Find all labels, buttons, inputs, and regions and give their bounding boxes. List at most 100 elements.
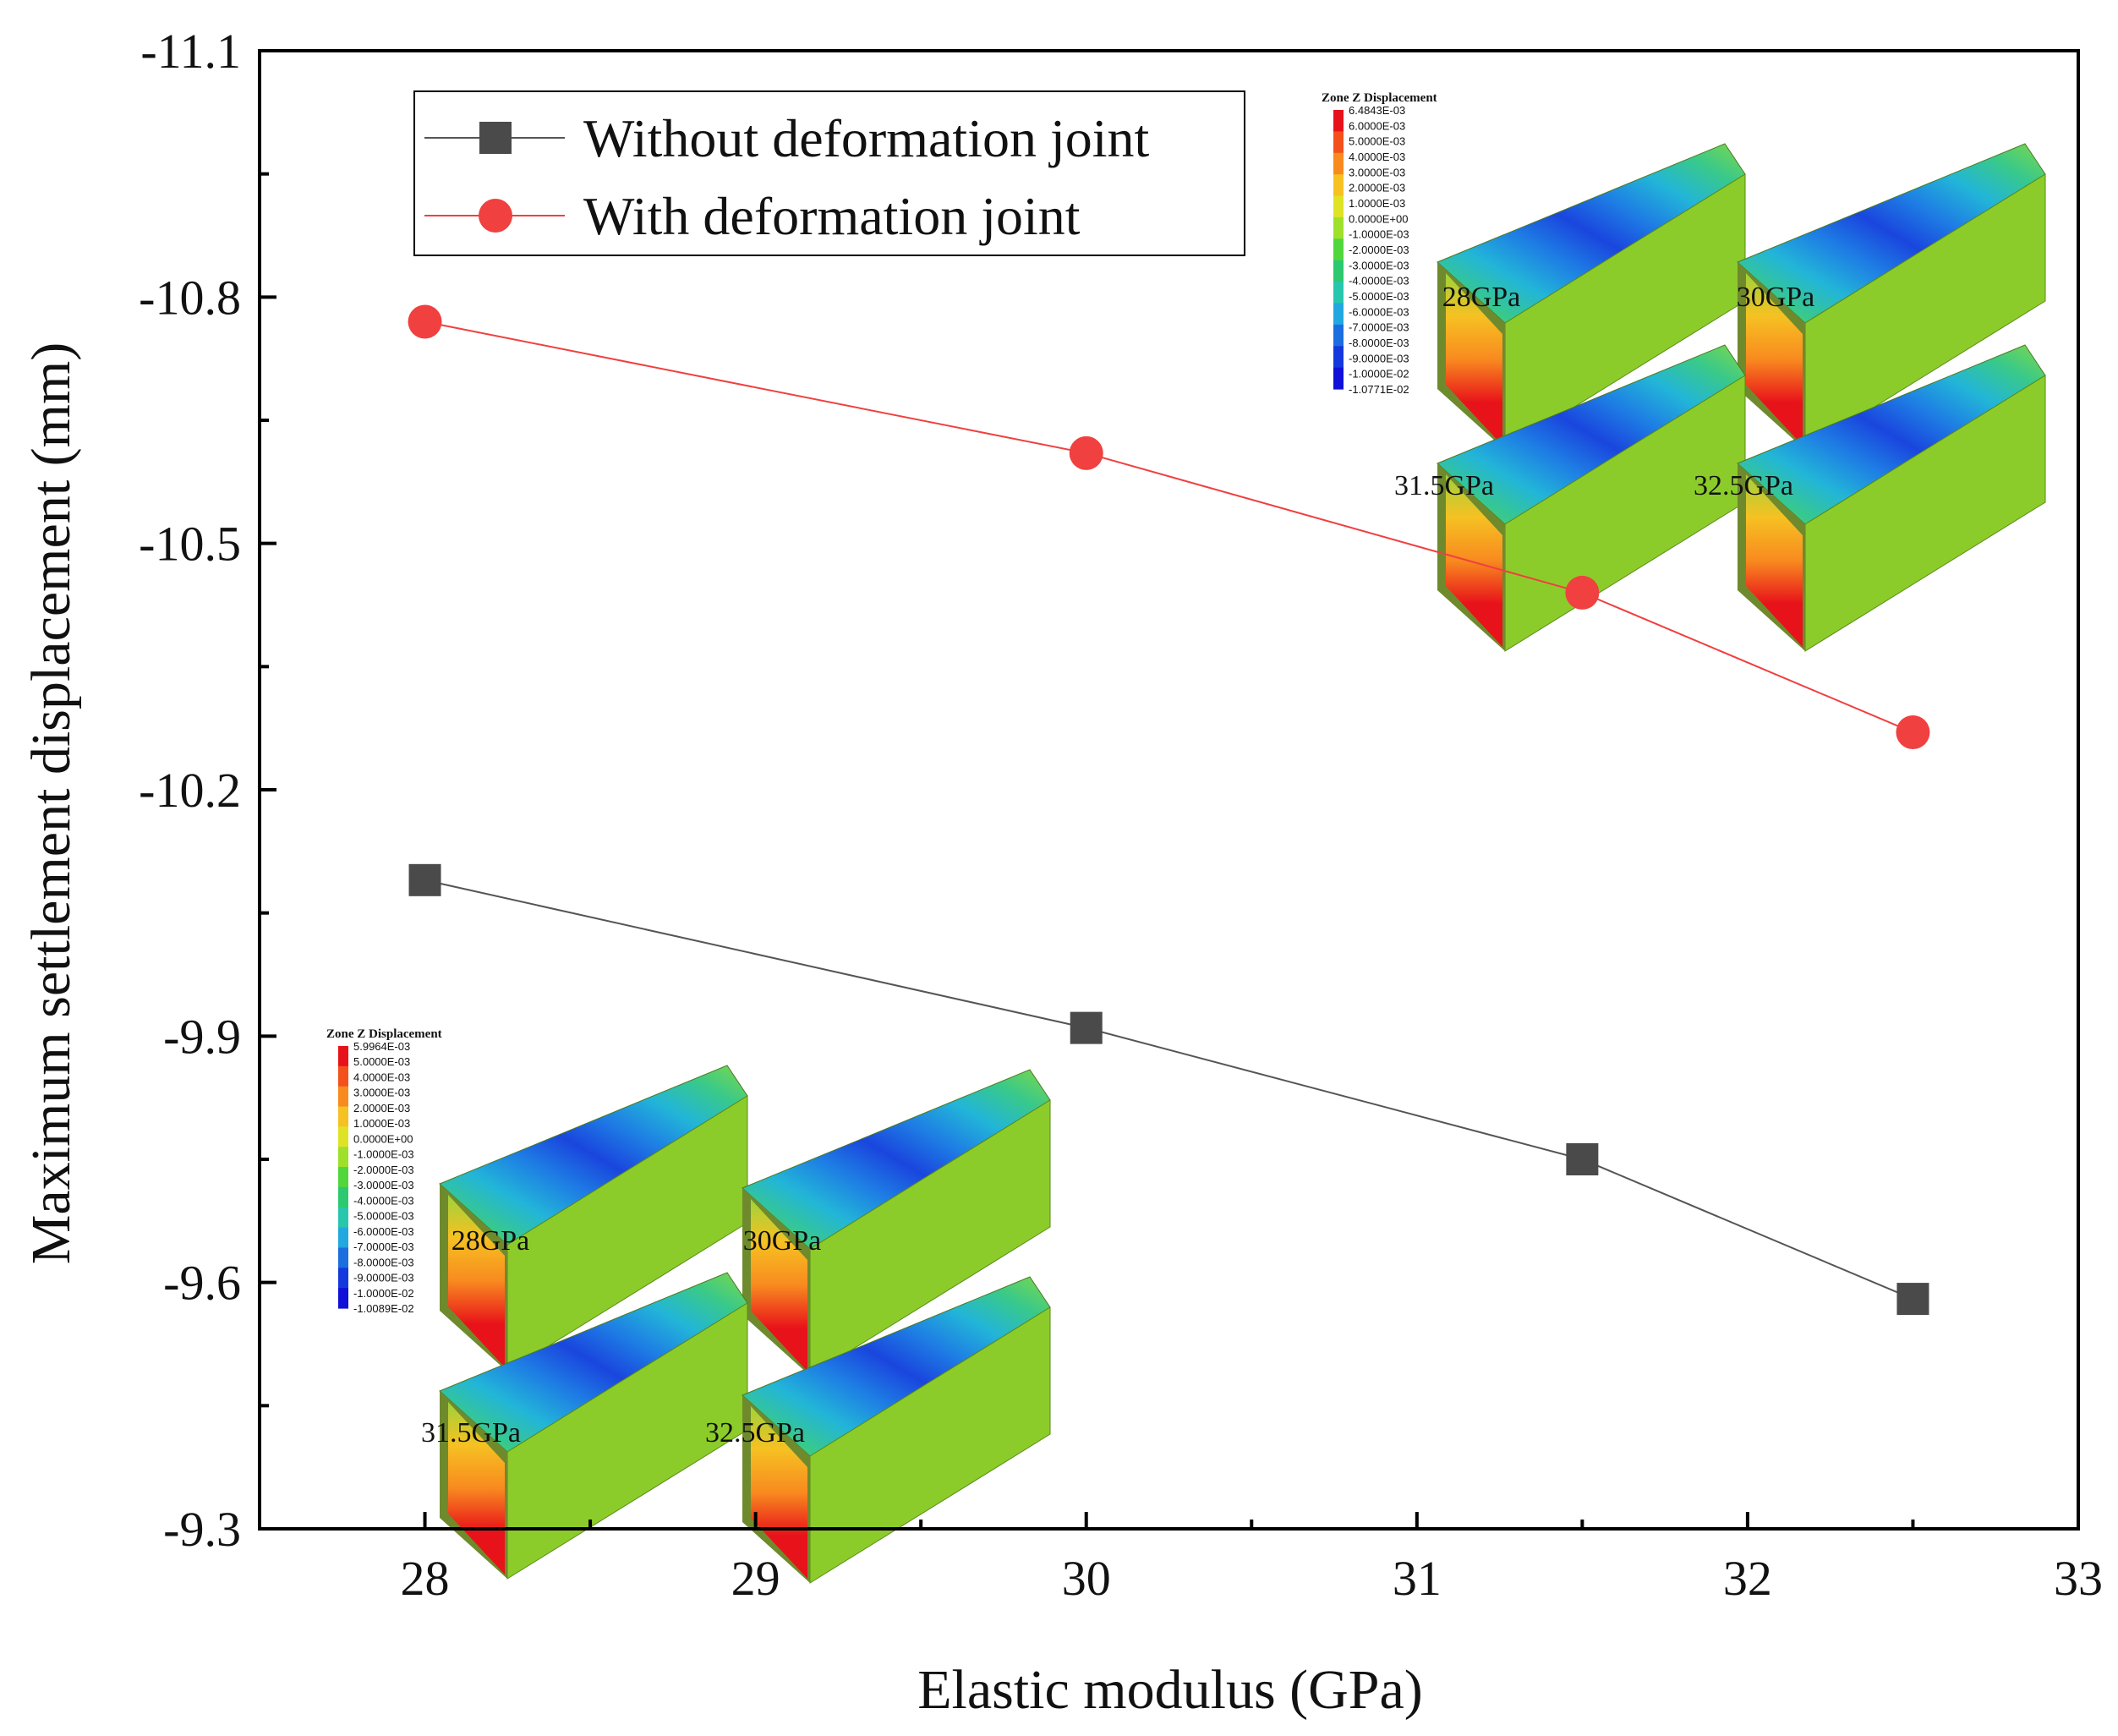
colorbar-tick-label: 6.4843E-03 [1349,104,1405,117]
colorbar-band [1333,216,1344,239]
y-tick-label: -9.3 [163,1502,241,1557]
series-line [424,320,1913,733]
legend-label: With deformation joint [583,186,1081,246]
x-tick-label: 29 [731,1551,780,1606]
inset-panel-label: 32.5GPa [1694,470,1793,501]
colorbar-title: Zone Z Displacement [1322,91,1437,105]
box-inner-face [1746,273,1803,446]
colorbar-band [1333,131,1344,154]
colorbar-tick-label: -8.0000E-03 [353,1256,414,1268]
y-axis-title: Maximum settlement displacement (mm) [20,342,82,1265]
colorbar-title: Zone Z Displacement [326,1027,442,1041]
colorbar-tick-label: -3.0000E-03 [1349,259,1409,271]
box-inner-face [1446,273,1502,446]
colorbar-band [1333,110,1344,132]
x-tick-label: 30 [1062,1551,1111,1606]
colorbar-tick-label: -9.0000E-03 [353,1272,414,1284]
colorbar-band [1333,303,1344,326]
inset-panel-label: 32.5GPa [705,1417,805,1448]
y-tick-label: -10.5 [139,517,241,572]
colorbar-tick-label: -1.0000E-02 [1349,368,1409,381]
colorbar-tick-label: -1.0000E-03 [1349,228,1409,241]
colorbar-tick-label: 1.0000E-03 [1349,197,1405,210]
colorbar-band [1333,324,1344,347]
colorbar-band [1333,260,1344,282]
inset-panel-label: 28GPa [452,1225,530,1257]
colorbar-tick-label: -6.0000E-03 [353,1225,414,1238]
colorbar-tick-label: 2.0000E-03 [1349,182,1405,194]
x-axis-title: Elastic modulus (GPa) [917,1659,1423,1721]
colorbar-tick-label: -6.0000E-03 [1349,305,1409,318]
x-tick-label: 31 [1393,1551,1442,1606]
y-tick-label: -10.8 [139,270,241,325]
box-inner-face [1746,474,1803,647]
legend: Without deformation joint With deformatio… [413,90,1245,256]
y-tick-label: -9.9 [163,1009,241,1064]
y-tick-label: -10.2 [139,763,241,818]
colorbar-band [338,1106,348,1127]
colorbar-tick-label: -1.0000E-03 [353,1148,414,1161]
x-tick-label: 32 [1723,1551,1772,1606]
colorbar-tick-label: -1.0771E-02 [1349,383,1409,396]
colorbar-tick-label: 5.0000E-03 [1349,135,1405,148]
colorbar-tick-label: -4.0000E-03 [353,1194,414,1207]
colorbar-band [1333,238,1344,261]
colorbar-tick-label: 3.0000E-03 [353,1087,410,1099]
colorbar-tick-label: 4.0000E-03 [1349,151,1405,163]
colorbar-tick-label: -7.0000E-03 [1349,321,1409,334]
series-without-joint [408,863,1929,1316]
y-tick-label: -11.1 [140,24,241,79]
y-tick-label: -9.6 [163,1256,241,1311]
colorbar-band [338,1288,348,1309]
colorbar-tick-label: 5.9964E-03 [353,1040,410,1053]
colorbar-band [1333,174,1344,197]
inset-panel-label: 28GPa [1442,282,1521,313]
colorbar-tick-label: -2.0000E-03 [353,1164,414,1176]
colorbar-tick-label: 6.0000E-03 [1349,119,1405,132]
axes: 28 29 30 31 32 33 -11.1 -10.8 -10.5 -10.2 -9.9 -9.6… [139,24,2103,1606]
data-point-circle [1896,715,1930,750]
colorbar-tick-label: -1.0089E-02 [353,1302,414,1315]
data-point-square [1896,1283,1929,1316]
inset-panel-label: 30GPa [1737,282,1815,313]
colorbar-tick-label: -5.0000E-03 [353,1210,414,1223]
colorbar-band [1333,282,1344,304]
legend-box [413,90,1245,256]
colorbar-tick-label: -7.0000E-03 [353,1240,414,1253]
colorbar-band [1333,367,1344,390]
colorbar-tick-label: 3.0000E-03 [1349,166,1405,178]
x-tick-label: 28 [401,1551,450,1606]
colorbar-band [1333,195,1344,218]
inset-panel-label: 31.5GPa [421,1417,521,1448]
colorbar-band [1333,346,1344,369]
colorbar-tick-label: 1.0000E-03 [353,1117,410,1130]
colorbar-tick-label: 0.0000E+00 [353,1132,413,1145]
colorbar-tick-label: 0.0000E+00 [1349,212,1408,225]
colorbar-tick-label: 5.0000E-03 [353,1055,410,1068]
box-inner-face [448,1195,505,1367]
legend-marker-circle [479,199,512,233]
x-tick-label: 33 [2054,1551,2103,1606]
colorbar-band [338,1086,348,1108]
box-inner-face [751,1406,807,1579]
colorbar-band [338,1167,348,1188]
colorbar-tick-label: -4.0000E-03 [1349,275,1409,288]
series-layer [408,304,1930,1316]
colorbar-tick-label: -8.0000E-03 [1349,337,1409,349]
colorbar-band [338,1126,348,1147]
colorbar-tick-label: -3.0000E-03 [353,1179,414,1191]
colorbar-band [1333,152,1344,175]
colorbar-band [338,1065,348,1087]
data-point-square [1070,1011,1103,1044]
legend-label: Without deformation joint [583,108,1150,168]
colorbar-band [338,1046,348,1067]
colorbar-band [338,1227,348,1249]
colorbar-band [338,1147,348,1168]
inset-panel-label: 31.5GPa [1394,470,1494,501]
series-line [424,879,1913,1301]
colorbar-tick-label: -9.0000E-03 [1349,352,1409,364]
data-point-circle [1069,435,1103,470]
data-point-circle [1565,575,1600,610]
inset-panel-label: 30GPa [743,1225,822,1257]
colorbar-band [338,1268,348,1289]
